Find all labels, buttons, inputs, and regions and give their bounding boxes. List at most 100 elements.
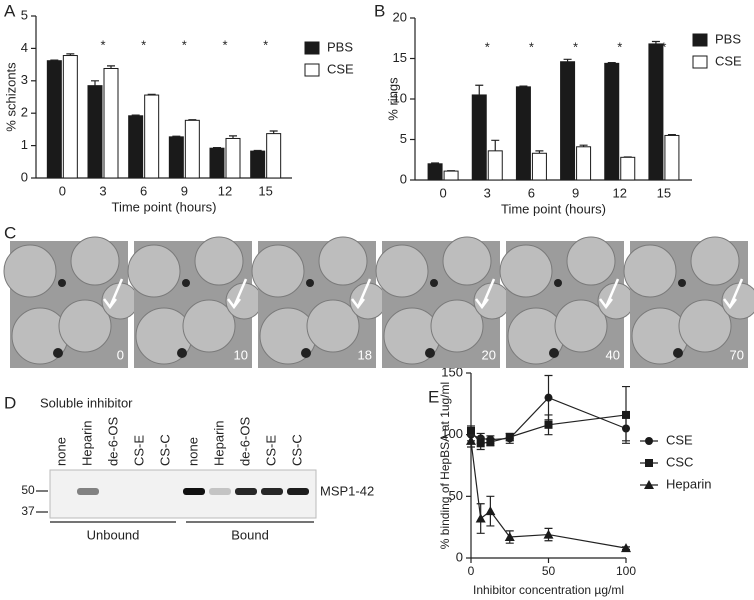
x-tick-label: 0 — [468, 564, 475, 578]
x-tick-label: 50 — [542, 564, 556, 578]
micrograph: 20 — [375, 236, 511, 368]
bar — [515, 86, 531, 181]
error-bar — [253, 149, 262, 152]
legend-label: CSE — [327, 61, 354, 76]
bar — [487, 150, 503, 181]
y-tick-label: 5 — [21, 7, 28, 22]
cell — [182, 299, 236, 353]
lane-label: CS-C — [157, 434, 172, 466]
arrow — [227, 278, 248, 310]
error-bar — [475, 84, 484, 95]
marker-label: 50 — [21, 483, 35, 497]
bar — [471, 94, 487, 181]
parasite — [554, 279, 562, 287]
significance: * — [661, 39, 666, 54]
lane-label: Heparin — [211, 420, 226, 466]
marker — [622, 410, 630, 419]
marker — [475, 513, 486, 523]
y-tick-label: 100 — [441, 426, 463, 441]
cell — [499, 244, 553, 298]
band — [77, 488, 99, 495]
x-tick-label: 3 — [484, 185, 491, 200]
error-bar — [229, 135, 237, 139]
bar — [427, 163, 443, 181]
band — [287, 488, 309, 495]
significance: * — [617, 39, 622, 54]
error-bar — [213, 146, 221, 149]
marker — [621, 543, 631, 553]
x-tick-label: 6 — [140, 183, 147, 198]
error-bar — [50, 59, 59, 61]
y-tick-label: 3 — [21, 72, 28, 87]
y-tick-label: 10 — [393, 90, 407, 105]
x-tick-label: 100 — [616, 564, 636, 578]
micrograph: 40 — [499, 236, 635, 368]
x-tick-label: 0 — [439, 185, 446, 200]
cell — [375, 244, 429, 298]
micrograph: 0 — [3, 236, 139, 368]
parasite — [673, 348, 683, 358]
x-tick-label: 3 — [99, 183, 106, 198]
marker — [476, 439, 485, 448]
significance: * — [222, 37, 227, 52]
x-tick-label: 9 — [572, 185, 579, 200]
cell — [225, 282, 263, 320]
parasite — [549, 348, 559, 358]
significance: * — [100, 37, 105, 52]
bar — [604, 62, 620, 181]
lane-label: CS-E — [263, 435, 278, 466]
legend-label: Heparin — [666, 476, 712, 491]
bar — [664, 134, 680, 181]
lane-label: Heparin — [79, 420, 94, 466]
error-bar — [519, 85, 528, 87]
bar — [250, 150, 266, 179]
marker — [485, 506, 496, 516]
parasite — [177, 348, 187, 358]
bar — [87, 85, 103, 179]
error-bar — [535, 150, 544, 154]
bar — [128, 115, 144, 179]
cell — [306, 299, 360, 353]
series-line — [470, 440, 627, 549]
cell — [690, 236, 740, 286]
x-tick-label: 6 — [528, 185, 535, 200]
error-bar — [91, 80, 99, 86]
bar — [103, 67, 119, 179]
parasite — [53, 348, 63, 358]
y-tick-label: 5 — [400, 131, 407, 146]
error-bar — [491, 139, 500, 151]
x-tick-label: 0 — [59, 183, 66, 198]
cell — [473, 282, 511, 320]
error-bar — [651, 40, 660, 44]
cell — [554, 299, 608, 353]
parasite — [301, 348, 311, 358]
error-bar — [107, 65, 115, 69]
arrow — [599, 278, 620, 310]
arrow — [475, 278, 496, 310]
band — [261, 488, 283, 495]
panel-label: D — [4, 393, 16, 412]
significance: * — [485, 39, 490, 54]
group-label: Bound — [231, 527, 269, 542]
y-tick-label: 0 — [456, 549, 463, 564]
cell — [349, 282, 387, 320]
legend-label: CSE — [666, 432, 693, 447]
bar — [144, 94, 160, 179]
time-label: 10 — [234, 347, 248, 362]
y-tick-label: 0 — [400, 171, 407, 186]
legend-label: PBS — [715, 31, 741, 46]
y-axis-label: % binding of HepBSA at 1ug/ml — [438, 382, 452, 549]
x-tick-label: 12 — [218, 183, 232, 198]
significance: * — [263, 37, 268, 52]
bar — [266, 133, 282, 179]
parasite — [430, 279, 438, 287]
x-tick-label: 15 — [258, 183, 272, 198]
error-bar — [188, 119, 197, 121]
parasite — [58, 279, 66, 287]
cell — [3, 244, 57, 298]
legend-swatch — [304, 63, 320, 77]
cell — [70, 236, 120, 286]
y-tick-label: 2 — [21, 105, 28, 120]
bar — [209, 147, 225, 179]
